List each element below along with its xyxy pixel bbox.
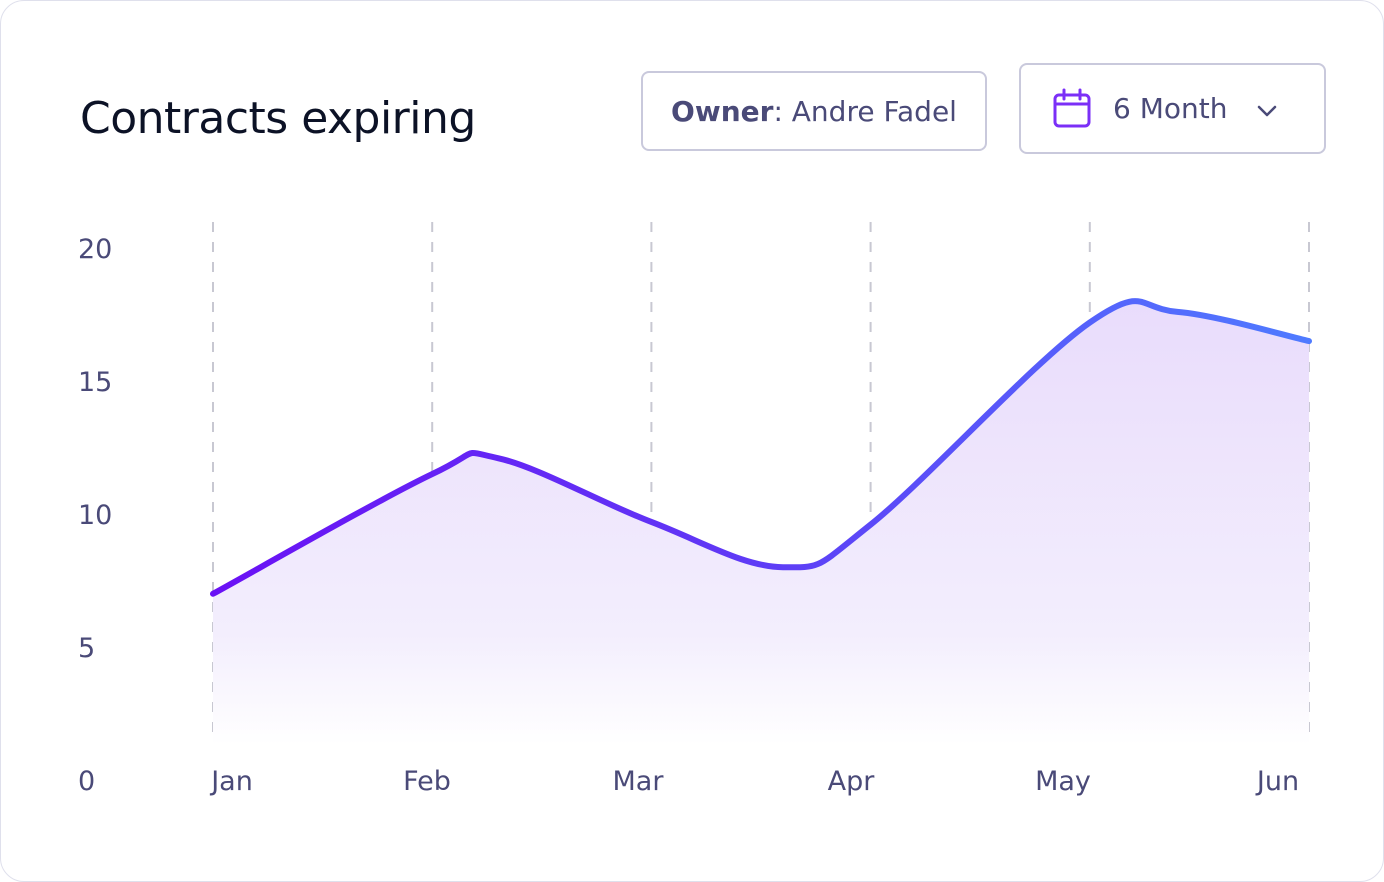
y-tick-label-5: 5 (78, 633, 95, 664)
y-tick-label-20: 20 (78, 234, 112, 265)
chevron-down-icon (1255, 97, 1279, 121)
x-tick-label-apr: Apr (828, 766, 876, 797)
owner-filter-button[interactable]: Owner: Andre Fadel (641, 71, 987, 151)
period-dropdown[interactable]: 6 Month (1019, 63, 1326, 154)
y-tick-label-15: 15 (78, 367, 112, 398)
series-line (210, 298, 1312, 597)
calendar-icon (1051, 88, 1093, 130)
chart-title: Contracts expiring (80, 93, 476, 144)
x-tick-label-may: May (1035, 766, 1091, 797)
x-tick-label-jan: Jan (209, 766, 253, 797)
y-tick-label-10: 10 (78, 500, 112, 531)
x-tick-label-jun: Jun (1255, 766, 1299, 797)
owner-value: Andre Fadel (791, 94, 957, 128)
area-fill (213, 301, 1309, 745)
x-tick-label-feb: Feb (403, 766, 451, 797)
period-label: 6 Month (1113, 92, 1228, 125)
owner-separator: : (773, 94, 792, 128)
x-tick-label-mar: Mar (613, 766, 665, 797)
y-tick-label-0: 0 (78, 766, 95, 797)
owner-label: Owner (671, 94, 774, 128)
